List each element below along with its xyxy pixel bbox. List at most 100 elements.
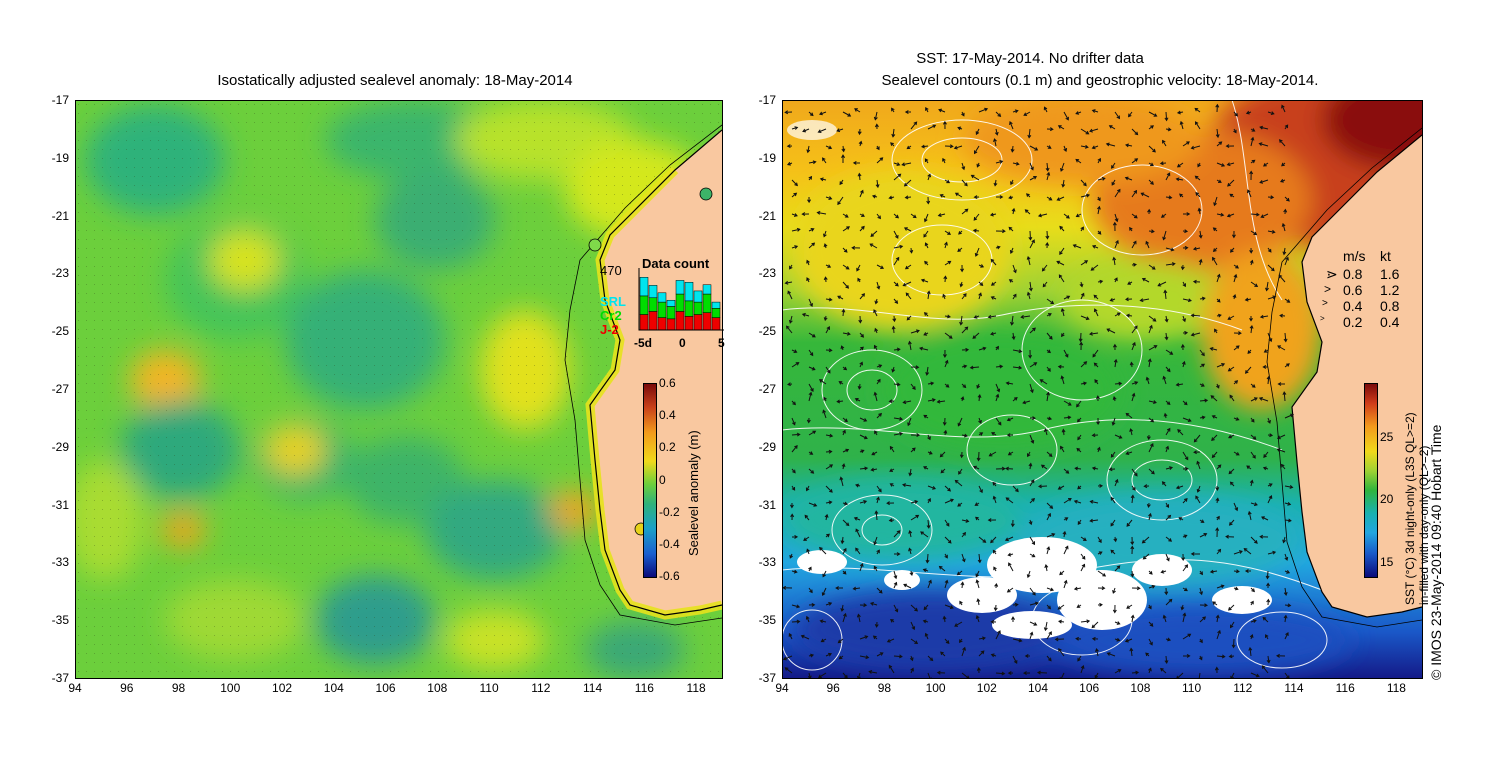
velocity-arrow xyxy=(1193,450,1201,455)
velocity-arrow xyxy=(1266,598,1271,606)
velocity-arrow xyxy=(859,562,864,572)
y-tick-label: -23 xyxy=(758,266,776,281)
velocity-arrow xyxy=(972,332,980,339)
velocity-arrow xyxy=(1131,128,1139,136)
velocity-arrow xyxy=(1284,298,1291,303)
velocity-arrow xyxy=(961,111,965,117)
velocity-arrow xyxy=(1106,328,1116,334)
velocity-arrow xyxy=(1059,570,1065,576)
velocity-arrow xyxy=(990,281,997,286)
velocity-arrow xyxy=(825,297,833,302)
velocity-arrow xyxy=(1097,176,1106,181)
velocity-arrow xyxy=(954,479,963,487)
velocity-arrow xyxy=(1029,327,1036,334)
velocity-arrow xyxy=(888,399,895,404)
velocity-arrow xyxy=(1182,245,1189,250)
velocity-arrow xyxy=(987,314,997,319)
velocity-arrow xyxy=(978,432,984,436)
sst-colorbar xyxy=(1364,383,1378,578)
velocity-arrow xyxy=(1250,434,1257,440)
velocity-arrow xyxy=(823,396,827,402)
velocity-arrow xyxy=(1109,297,1116,302)
velocity-arrow xyxy=(1233,273,1238,283)
velocity-arrow xyxy=(808,349,814,357)
velocity-arrow xyxy=(1192,246,1201,251)
velocity-arrow xyxy=(889,445,895,453)
velocity-arrow xyxy=(938,108,946,113)
velocity-arrow xyxy=(1199,570,1203,576)
velocity-arrow xyxy=(888,195,895,200)
velocity-arrow xyxy=(1259,125,1269,130)
sea-level-colorbar-label: Sealevel anomaly (m) xyxy=(686,430,701,556)
velocity-arrow xyxy=(942,417,947,426)
velocity-arrow xyxy=(801,212,810,217)
y-tick-label: -37 xyxy=(51,671,69,685)
velocity-arrow xyxy=(876,652,884,657)
velocity-arrow xyxy=(1164,332,1169,341)
velocity-arrow xyxy=(1267,433,1274,438)
velocity-arrow xyxy=(902,483,912,487)
velocity-legend-header-ms: m/s xyxy=(1343,248,1366,264)
velocity-arrow xyxy=(954,192,963,198)
velocity-arrow xyxy=(1233,417,1240,421)
velocity-arrow xyxy=(944,179,951,184)
velocity-arrow xyxy=(1165,349,1174,355)
velocity-arrow xyxy=(1097,279,1104,284)
velocity-arrow xyxy=(1044,564,1049,572)
velocity-arrow xyxy=(1114,669,1122,674)
velocity-arrow xyxy=(825,500,833,505)
velocity-arrow xyxy=(1212,227,1218,232)
velocity-arrow xyxy=(871,194,878,199)
velocity-arrow xyxy=(1279,313,1286,318)
velocity-arrow xyxy=(808,566,812,572)
velocity-arrow xyxy=(876,412,882,419)
velocity-arrow xyxy=(940,468,946,474)
velocity-arrow xyxy=(859,466,869,471)
velocity-arrow xyxy=(938,565,946,572)
velocity-arrow xyxy=(859,293,866,300)
velocity-arrow xyxy=(1059,225,1065,232)
velocity-arrow xyxy=(1145,376,1150,385)
velocity-arrow xyxy=(978,281,984,286)
velocity-arrow xyxy=(1060,445,1065,453)
velocity-arrow xyxy=(1182,451,1189,461)
velocity-arrow xyxy=(1283,332,1288,343)
velocity-arrow xyxy=(791,569,798,574)
velocity-arrow xyxy=(1029,145,1039,151)
velocity-arrow xyxy=(873,565,878,572)
velocity-arrow xyxy=(1165,127,1172,132)
velocity-arrow xyxy=(1097,230,1102,235)
velocity-arrow xyxy=(1063,213,1070,219)
velocity-arrow xyxy=(1141,536,1150,544)
velocity-arrow xyxy=(1280,463,1286,470)
velocity-arrow xyxy=(1091,433,1099,438)
velocity-arrow xyxy=(1093,362,1099,368)
velocity-arrow xyxy=(978,264,985,268)
velocity-arrow xyxy=(1199,296,1206,301)
velocity-arrow xyxy=(908,468,913,477)
velocity-arrow xyxy=(1244,569,1251,574)
velocity-arrow xyxy=(1008,195,1014,200)
velocity-arrow xyxy=(1162,375,1167,385)
velocity-arrow xyxy=(926,290,931,300)
velocity-arrow xyxy=(842,672,848,678)
velocity-arrow xyxy=(910,514,920,521)
velocity-arrow xyxy=(1199,616,1206,623)
velocity-arrow xyxy=(1028,462,1033,470)
velocity-arrow xyxy=(989,212,997,217)
velocity-arrow xyxy=(1029,416,1036,421)
velocity-arrow xyxy=(816,210,827,215)
velocity-arrow xyxy=(944,260,952,266)
velocity-legend-arrow-icon: > xyxy=(1324,282,1332,296)
velocity-arrow xyxy=(821,587,827,597)
velocity-arrow xyxy=(791,619,801,624)
velocity-arrow xyxy=(1004,536,1014,542)
velocity-arrow xyxy=(975,614,980,623)
velocity-arrow xyxy=(1233,569,1240,574)
velocity-arrow xyxy=(908,529,913,538)
velocity-arrow xyxy=(1267,417,1271,424)
y-tick-label: -25 xyxy=(51,324,69,339)
velocity-arrow xyxy=(869,601,878,606)
velocity-arrow xyxy=(1012,264,1017,274)
velocity-arrow xyxy=(1284,256,1289,266)
